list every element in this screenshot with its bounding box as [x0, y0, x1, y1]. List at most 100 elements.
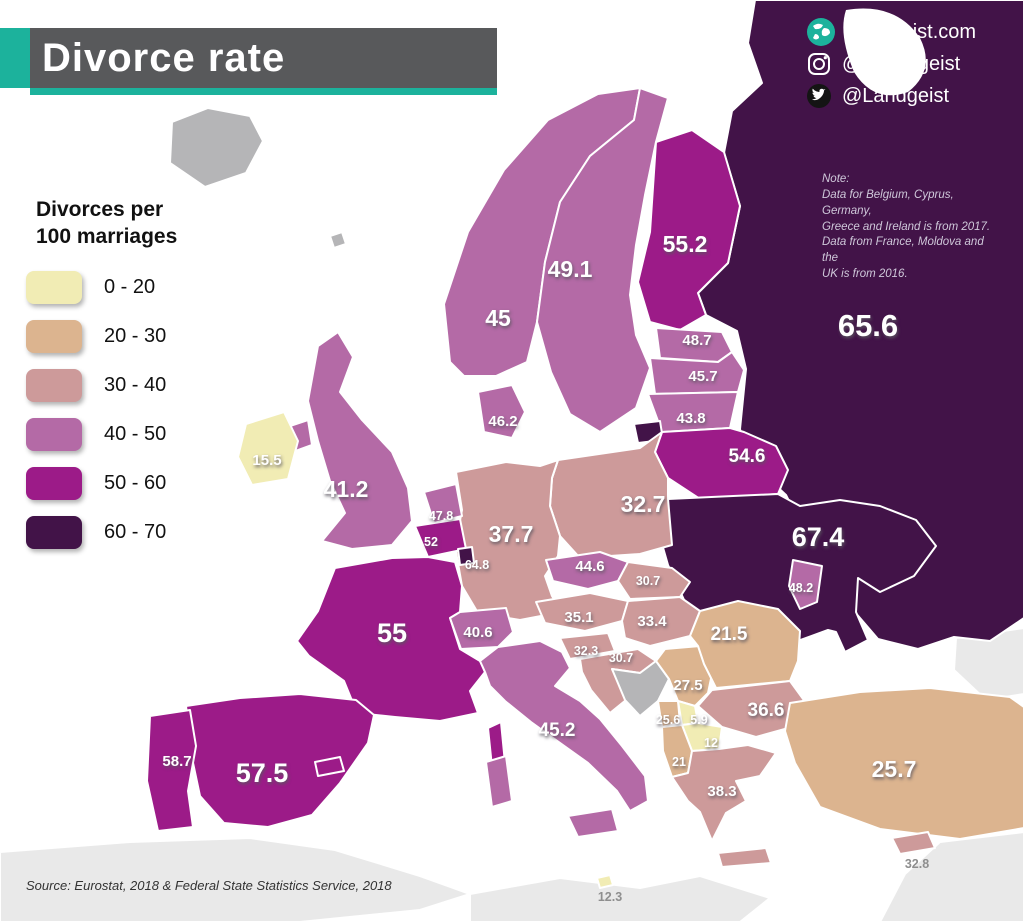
value-label-romania: 21.5 — [711, 624, 748, 645]
value-label-russia: 65.6 — [838, 308, 898, 343]
country-italy-sardinia — [485, 755, 513, 808]
brand-website-row: Landgeist.com — [806, 16, 976, 48]
brand-twitter: @Landgeist — [842, 84, 950, 107]
country-spain — [185, 693, 375, 828]
value-label-greece: 38.3 — [707, 783, 736, 800]
value-label-slovenia: 32.3 — [574, 644, 598, 658]
value-label-switzerland: 40.6 — [463, 624, 492, 641]
legend-label-40-50: 40 - 50 — [104, 422, 167, 445]
value-label-latvia: 45.7 — [688, 368, 717, 385]
note-line-1: Data for Belgium, Cyprus, Germany, — [822, 188, 954, 217]
country-uk-great-britain — [307, 331, 413, 550]
value-label-czechia: 44.6 — [575, 558, 604, 575]
country-slovenia — [559, 632, 616, 660]
country-greece — [671, 744, 777, 842]
value-label-turkey: 25.7 — [872, 756, 917, 782]
value-label-uk: 41.2 — [324, 476, 369, 502]
note-line-4: UK is from 2016. — [822, 268, 908, 281]
country-finland — [637, 129, 741, 331]
value-label-croatia: 30.7 — [609, 651, 633, 665]
value-label-malta: 12.3 — [598, 890, 622, 904]
title-box: Divorce rate — [30, 28, 497, 88]
value-label-cyprus: 32.8 — [905, 857, 929, 871]
other-land — [0, 231, 1024, 922]
country-serbia — [655, 645, 714, 707]
brand-instagram-row: @Land_geist — [806, 48, 976, 80]
value-label-kosovo: 5.9 — [690, 713, 707, 727]
country-slovakia — [617, 561, 691, 600]
land-north-africa-west — [0, 837, 471, 922]
legend-label-20-30: 20 - 30 — [104, 324, 167, 347]
value-label-finland: 55.2 — [663, 231, 708, 257]
value-labels: 65.6 55.2 49.1 45 48.7 45.7 43.8 54.6 67… — [162, 231, 929, 904]
country-iceland — [169, 107, 264, 188]
country-sweden — [536, 87, 669, 433]
value-label-moldova: 48.2 — [789, 581, 813, 595]
value-label-ireland: 15.5 — [252, 452, 281, 469]
value-label-albania: 21 — [672, 755, 686, 769]
country-portugal — [146, 709, 197, 832]
title-banner: Divorce rate — [0, 28, 497, 88]
legend-title-line-1: Divorces per — [36, 198, 164, 221]
note-label: Note: — [822, 173, 850, 185]
country-spain-balearics — [314, 756, 345, 777]
country-greece-crete — [717, 847, 772, 868]
value-label-belarus: 54.6 — [729, 446, 766, 467]
country-bulgaria — [697, 680, 807, 738]
country-germany — [454, 459, 563, 621]
value-label-poland: 32.7 — [621, 491, 666, 517]
value-label-austria: 35.1 — [564, 609, 593, 626]
value-label-north-macedonia: 12 — [704, 736, 718, 750]
note-line-3: Data from France, Moldova and the — [822, 236, 984, 265]
value-label-luxembourg: 64.8 — [465, 558, 489, 572]
country-netherlands — [423, 483, 463, 524]
value-label-norway: 45 — [485, 305, 511, 331]
country-ireland — [237, 411, 299, 486]
country-italy — [479, 640, 649, 812]
value-label-germany: 37.7 — [489, 521, 534, 547]
data-note: Note: Data for Belgium, Cyprus, Germany,… — [822, 172, 1002, 283]
country-italy-sicily — [567, 808, 619, 838]
countries — [146, 0, 1024, 889]
country-france — [296, 556, 486, 722]
legend-item: 30 - 40 — [26, 368, 177, 402]
value-label-estonia: 48.7 — [682, 332, 711, 349]
land-north-africa-east — [469, 875, 771, 922]
twitter-icon — [807, 84, 831, 108]
legend-label-50-60: 50 - 60 — [104, 471, 167, 494]
brand-website: Landgeist.com — [846, 20, 977, 43]
country-romania — [689, 600, 801, 689]
brand-instagram: @Land_geist — [842, 52, 961, 75]
land-faroe-islands — [329, 231, 347, 249]
legend: Divorces per 100 marriages 0 - 20 20 - 3… — [26, 196, 177, 565]
legend-swatch-40-50 — [26, 417, 82, 451]
value-label-sweden: 49.1 — [548, 256, 593, 282]
page-title: Divorce rate — [42, 35, 286, 80]
legend-swatch-60-70 — [26, 515, 82, 549]
value-label-france: 55 — [377, 618, 407, 648]
value-label-serbia: 27.5 — [673, 677, 702, 694]
country-bosnia — [611, 660, 670, 717]
country-luxembourg — [457, 546, 475, 566]
legend-label-0-20: 0 - 20 — [104, 275, 156, 298]
legend-label-30-40: 30 - 40 — [104, 373, 167, 396]
country-montenegro — [657, 700, 681, 728]
value-label-hungary: 33.4 — [637, 613, 667, 630]
country-malta — [596, 874, 614, 889]
brand-twitter-row: @Landgeist — [806, 80, 976, 112]
legend-item: 60 - 70 — [26, 515, 177, 549]
legend-title-line-2: 100 marriages — [36, 225, 178, 249]
legend-item: 40 - 50 — [26, 417, 177, 451]
source-attribution: Source: Eurostat, 2018 & Federal State S… — [26, 878, 392, 893]
value-label-denmark: 46.2 — [488, 413, 517, 430]
title-accent-bar — [0, 28, 30, 88]
value-label-belgium: 52 — [424, 535, 438, 549]
legend-swatch-50-60 — [26, 466, 82, 500]
country-turkey — [784, 687, 1024, 840]
country-denmark — [477, 384, 526, 439]
instagram-icon — [808, 53, 830, 75]
brand-links: Landgeist.com @Land_geist @Landgeist — [806, 16, 976, 112]
legend-item: 0 - 20 — [26, 270, 177, 304]
legend-swatch-0-20 — [26, 270, 82, 304]
